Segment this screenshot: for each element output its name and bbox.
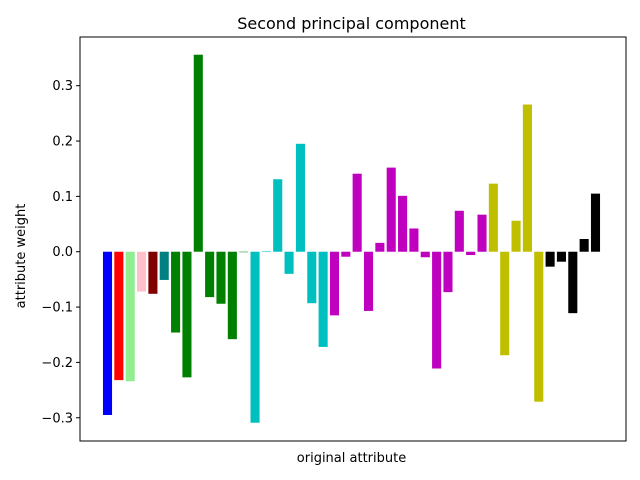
bar [432,251,442,369]
y-tick-label: −0.3 [41,411,73,426]
bar [205,251,215,298]
bar [114,251,124,381]
y-tick-label: 0.1 [52,190,73,205]
bar [545,251,555,267]
bar [466,251,476,256]
plot-frame [79,36,627,442]
bar [216,251,226,304]
bar [511,220,521,252]
bars-group [102,54,601,423]
bar [522,104,532,252]
bar [261,251,271,252]
bar [227,251,237,340]
bar [159,251,169,280]
bar [171,251,181,333]
bar [148,251,158,294]
bar [568,251,578,314]
y-tick-label: −0.1 [41,301,73,316]
bar [386,167,396,252]
bar [352,173,362,252]
bar [273,179,283,252]
bar [182,251,192,378]
bar [239,251,249,253]
bar [454,210,464,252]
bar [329,251,340,316]
y-tick-label: 0.3 [52,79,73,94]
y-tick-label: 0.2 [52,135,73,150]
bar [102,251,113,415]
chart-title: Second principal component [237,14,466,33]
x-axis-label: original attribute [297,451,406,466]
bar [409,228,419,252]
bar [125,251,135,382]
bar [420,251,430,258]
bar [250,251,260,423]
bar [295,143,305,252]
y-axis-ticks: −0.3 −0.2 −0.1 0.0 0.1 0.2 0.3 [41,79,80,426]
bar [193,54,203,252]
y-tick-label: 0.0 [52,245,73,260]
bar [341,251,351,257]
bar [443,251,453,293]
bar [398,195,408,252]
bar [556,251,566,262]
bar [488,183,498,252]
bar [137,251,147,292]
bar [307,251,317,304]
bar [284,251,294,274]
bar [318,251,328,347]
bar [500,251,510,356]
bar [590,193,601,252]
bar [477,214,487,252]
bar [375,242,385,252]
bar [579,239,589,252]
bar [363,251,374,311]
y-tick-label: −0.2 [41,356,73,371]
bar [534,251,544,402]
y-axis-label: attribute weight [14,204,29,309]
